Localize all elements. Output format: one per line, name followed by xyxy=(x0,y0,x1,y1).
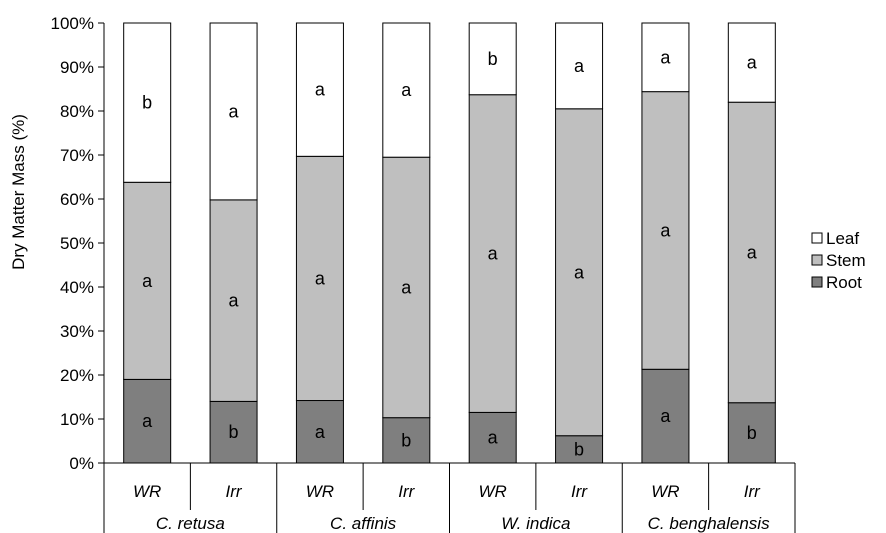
bar-root xyxy=(123,378,172,464)
bar-stem xyxy=(209,199,258,402)
y-tick-label: 50% xyxy=(60,234,94,253)
significance-letter: a xyxy=(229,101,240,121)
significance-letter: b xyxy=(401,430,411,450)
group-label: C. retusa xyxy=(156,514,225,533)
treatment-label: WR xyxy=(651,482,679,501)
significance-letter: a xyxy=(660,406,671,426)
bar-stem xyxy=(727,101,776,404)
bar-stem xyxy=(382,156,431,419)
significance-letter: a xyxy=(574,262,585,282)
significance-letter: a xyxy=(488,428,499,448)
bar-root xyxy=(641,368,690,464)
treatment-label: Irr xyxy=(571,482,588,501)
bar-stem xyxy=(641,91,690,370)
significance-letter: b xyxy=(488,49,498,69)
group-label: C. benghalensis xyxy=(648,514,770,533)
significance-letter: b xyxy=(142,93,152,113)
treatment-label: WR xyxy=(133,482,161,501)
significance-letter: a xyxy=(315,422,326,442)
significance-letter: a xyxy=(315,268,326,288)
bar-root xyxy=(555,435,604,464)
significance-letter: a xyxy=(747,242,758,262)
bar-stem xyxy=(295,155,344,402)
y-tick-label: 100% xyxy=(51,14,94,33)
significance-letter: a xyxy=(142,411,153,431)
bar-leaf xyxy=(641,22,690,93)
significance-letter: a xyxy=(574,56,585,76)
legend-label-stem: Stem xyxy=(826,251,866,270)
treatment-label: Irr xyxy=(226,482,243,501)
y-tick-label: 80% xyxy=(60,102,94,121)
treatment-label: Irr xyxy=(744,482,761,501)
bar-stem xyxy=(123,181,172,380)
significance-letter: a xyxy=(229,291,240,311)
bar-leaf xyxy=(555,22,604,110)
y-tick-label: 40% xyxy=(60,278,94,297)
treatment-label: WR xyxy=(306,482,334,501)
bar-leaf xyxy=(209,22,258,201)
significance-letter: a xyxy=(142,271,153,291)
significance-letter: b xyxy=(574,439,584,459)
group-label: W. indica xyxy=(501,514,570,533)
y-tick-label: 90% xyxy=(60,58,94,77)
bar-leaf xyxy=(295,22,344,157)
bar-leaf xyxy=(468,22,517,96)
bar-stem xyxy=(555,108,604,437)
y-tick-label: 20% xyxy=(60,366,94,385)
legend-swatch-root xyxy=(811,276,823,288)
significance-letter: a xyxy=(488,244,499,264)
legend-label-root: Root xyxy=(826,273,862,292)
bar-leaf xyxy=(123,22,172,183)
treatment-label: Irr xyxy=(398,482,415,501)
significance-letter: b xyxy=(747,423,757,443)
significance-letter: a xyxy=(315,80,326,100)
bar-root xyxy=(209,400,258,464)
significance-letter: a xyxy=(747,53,758,73)
bar-leaf xyxy=(727,22,776,103)
bar-root xyxy=(468,411,517,464)
significance-letter: b xyxy=(229,422,239,442)
significance-letter: a xyxy=(401,80,412,100)
y-tick-label: 30% xyxy=(60,322,94,341)
y-tick-label: 0% xyxy=(69,454,94,473)
bar-root xyxy=(382,417,431,464)
y-tick-label: 70% xyxy=(60,146,94,165)
y-tick-label: 60% xyxy=(60,190,94,209)
legend-swatch-leaf xyxy=(811,232,823,244)
y-tick-label: 10% xyxy=(60,410,94,429)
legend-label-leaf: Leaf xyxy=(826,229,859,248)
legend-swatch-stem xyxy=(811,254,823,266)
y-axis-title: Dry Matter Mass (%) xyxy=(9,114,28,270)
bar-root xyxy=(727,402,776,464)
significance-letter: a xyxy=(660,220,671,240)
bar-leaf xyxy=(382,22,431,158)
significance-letter: a xyxy=(660,47,671,67)
significance-letter: a xyxy=(401,277,412,297)
treatment-label: WR xyxy=(479,482,507,501)
group-label: C. affinis xyxy=(330,514,397,533)
